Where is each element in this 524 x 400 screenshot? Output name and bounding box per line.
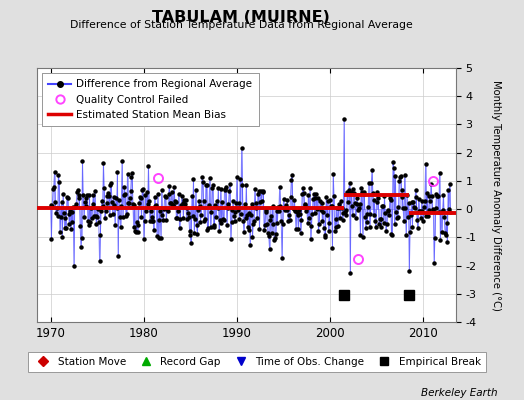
Legend: Difference from Regional Average, Quality Control Failed, Estimated Station Mean: Difference from Regional Average, Qualit…: [42, 73, 258, 126]
Text: Difference of Station Temperature Data from Regional Average: Difference of Station Temperature Data f…: [70, 20, 412, 30]
Text: TABULAM (MUIRNE): TABULAM (MUIRNE): [152, 10, 330, 25]
Text: Berkeley Earth: Berkeley Earth: [421, 388, 498, 398]
Y-axis label: Monthly Temperature Anomaly Difference (°C): Monthly Temperature Anomaly Difference (…: [490, 80, 500, 310]
Legend: Station Move, Record Gap, Time of Obs. Change, Empirical Break: Station Move, Record Gap, Time of Obs. C…: [28, 352, 486, 372]
